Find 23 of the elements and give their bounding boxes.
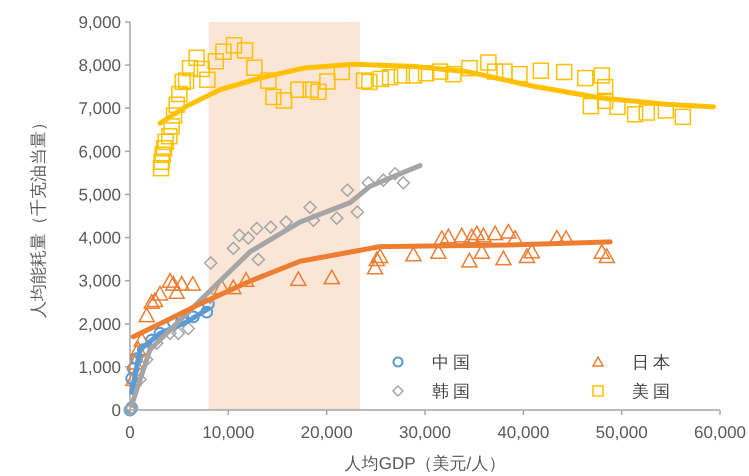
x-tick-label: 20,000: [300, 423, 353, 442]
x-tick-label: 40,000: [497, 423, 550, 442]
legend-label: 日本: [632, 353, 674, 372]
legend-label: 中国: [432, 353, 474, 372]
y-tick-label: 0: [112, 401, 121, 420]
x-tick-label: 50,000: [596, 423, 648, 442]
y-tick-label: 7,000: [78, 99, 121, 118]
y-tick-label: 6,000: [78, 142, 121, 162]
y-tick-label: 5,000: [78, 185, 121, 204]
legend-label: 韩国: [432, 382, 474, 401]
y-tick-label: 1,000: [78, 358, 121, 377]
y-tick-label: 3,000: [78, 272, 121, 291]
x-tick-label: 0: [125, 423, 135, 442]
x-tick-label: 30,000: [399, 423, 451, 442]
y-tick-label: 2,000: [78, 314, 121, 334]
y-tick-label: 4,000: [78, 228, 121, 248]
x-tick-label: 60,000: [694, 423, 746, 442]
legend-label: 美国: [632, 382, 674, 401]
x-tick-label: 10,000: [202, 423, 254, 442]
x-axis-title: 人均GDP（美元/人）: [344, 454, 506, 473]
y-tick-label: 9,000: [78, 13, 121, 32]
y-tick-label: 8,000: [78, 56, 121, 76]
y-axis-title: 人均能耗量（千克油当量）: [29, 114, 48, 318]
